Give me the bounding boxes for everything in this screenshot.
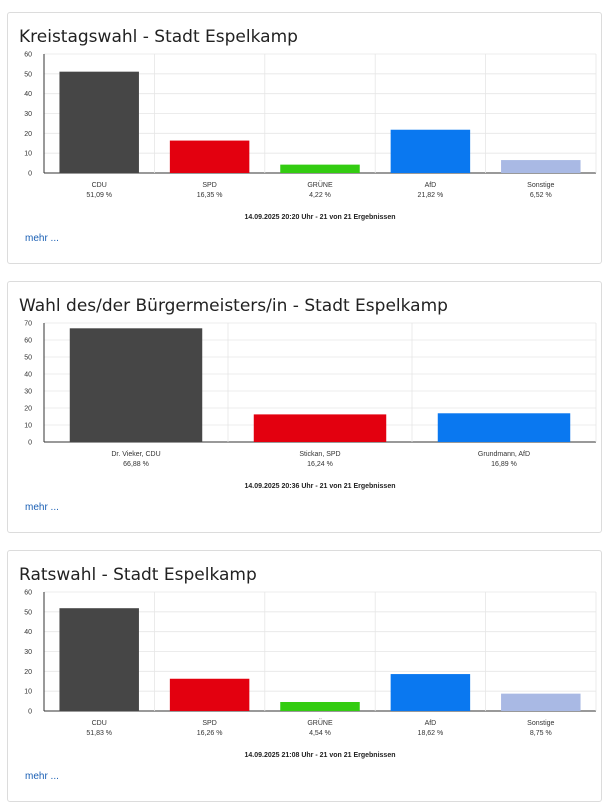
y-tick-label: 30 [24, 389, 32, 396]
value-label: 16,24 % [307, 461, 333, 468]
bar-spd [169, 140, 250, 173]
chart-title: Kreistagswahl - Stadt Espelkamp [19, 27, 298, 47]
more-link[interactable]: mehr ... [25, 771, 59, 782]
value-label: 51,09 % [86, 192, 112, 199]
category-label: SPD [202, 720, 216, 727]
y-tick-label: 60 [24, 52, 32, 59]
bar-cdu [59, 71, 139, 173]
y-tick-label: 50 [24, 609, 32, 616]
y-tick-label: 0 [28, 709, 32, 716]
bar-grüne [280, 701, 360, 711]
category-label: CDU [92, 720, 107, 727]
y-tick-label: 30 [24, 649, 32, 656]
y-tick-label: 20 [24, 406, 32, 413]
value-label: 21,82 % [418, 192, 444, 199]
chart-card-kreistag: Kreistagswahl - Stadt Espelkamp 0 10 20 30 4… [7, 12, 602, 264]
bar-cdu [59, 608, 139, 711]
bar-chart-ratswahl: 0 10 20 30 40 50 60 CDU 51,83 % SPD 16,26 % GRÜNE 4,… [24, 590, 597, 759]
category-label: AfD [425, 720, 437, 727]
category-label: Grundmann, AfD [478, 451, 530, 458]
result-timestamp: 14.09.2025 21:08 Uhr - 21 von 21 Ergebni… [245, 752, 396, 759]
category-label: Sonstige [527, 182, 554, 189]
bar-grundmann-afd [437, 413, 571, 442]
value-label: 51,83 % [86, 730, 112, 737]
y-tick-label: 40 [24, 91, 32, 98]
y-tick-label: 10 [24, 689, 32, 696]
category-label: CDU [92, 182, 107, 189]
y-tick-label: 40 [24, 629, 32, 636]
bar-stickan-spd [253, 414, 387, 442]
bar-chart-kreistag: 0 10 20 30 40 50 60 CDU 51,09 % SPD 16,35 % GRÜNE 4,… [24, 52, 597, 221]
bar-sonstige [501, 160, 581, 173]
y-tick-label: 20 [24, 669, 32, 676]
category-label: Sonstige [527, 720, 554, 727]
category-label: AfD [425, 182, 437, 189]
category-label: GRÜNE [307, 719, 333, 727]
result-timestamp: 14.09.2025 20:36 Uhr - 21 von 21 Ergebni… [245, 483, 396, 490]
value-label: 66,88 % [123, 461, 149, 468]
y-tick-label: 40 [24, 372, 32, 379]
value-label: 4,22 % [309, 192, 331, 199]
y-tick-label: 60 [24, 590, 32, 597]
category-label: Stickan, SPD [299, 451, 340, 458]
bar-spd [169, 678, 250, 711]
value-label: 16,35 % [197, 192, 223, 199]
value-label: 4,54 % [309, 730, 331, 737]
y-tick-label: 60 [24, 338, 32, 345]
chart-card-ratswahl: Ratswahl - Stadt Espelkamp 0 10 20 30 40 50 60… [7, 550, 602, 802]
y-tick-label: 50 [24, 355, 32, 362]
category-label: Dr. Vieker, CDU [111, 451, 160, 458]
chart-card-buergermeister: Wahl des/der Bürgermeisters/in - Stadt E… [7, 281, 602, 533]
value-label: 8,75 % [530, 730, 552, 737]
bar-afd [390, 674, 471, 711]
y-tick-label: 70 [24, 321, 32, 328]
category-label: SPD [202, 182, 216, 189]
more-link[interactable]: mehr ... [25, 502, 59, 513]
y-tick-label: 0 [28, 440, 32, 447]
more-link[interactable]: mehr ... [25, 233, 59, 244]
value-label: 6,52 % [530, 192, 552, 199]
bar-dr-vieker-cdu [69, 328, 203, 442]
chart-title: Wahl des/der Bürgermeisters/in - Stadt E… [19, 296, 448, 316]
bar-grüne [280, 164, 360, 173]
value-label: 16,89 % [491, 461, 517, 468]
y-tick-label: 50 [24, 71, 32, 78]
chart-title: Ratswahl - Stadt Espelkamp [19, 565, 257, 585]
bar-afd [390, 129, 471, 173]
y-tick-label: 20 [24, 131, 32, 138]
result-timestamp: 14.09.2025 20:20 Uhr - 21 von 21 Ergebni… [245, 214, 396, 221]
category-label: GRÜNE [307, 181, 333, 189]
y-tick-label: 10 [24, 151, 32, 158]
value-label: 16,26 % [197, 730, 223, 737]
y-tick-label: 30 [24, 111, 32, 118]
value-label: 18,62 % [418, 730, 444, 737]
y-tick-label: 10 [24, 423, 32, 430]
bar-sonstige [501, 693, 581, 711]
y-tick-label: 0 [28, 171, 32, 178]
bar-chart-buergermeister: 0 10 20 30 40 50 60 70 Dr. Vieker, CDU 66,88 % Sti… [24, 321, 597, 490]
